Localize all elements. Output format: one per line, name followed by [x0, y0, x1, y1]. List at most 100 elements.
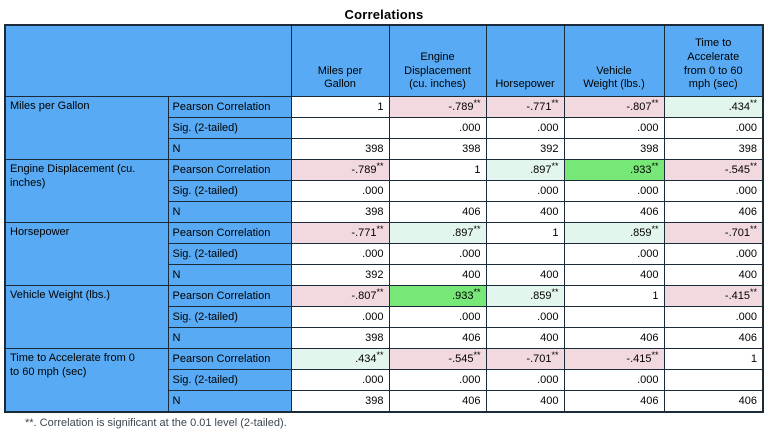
stat-label: Pearson Correlation — [167, 159, 292, 181]
pearson-cell: .933** — [388, 285, 487, 307]
sig-cell: .000 — [388, 243, 487, 265]
significance-marker: ** — [551, 98, 559, 109]
sig-cell: .000 — [563, 369, 665, 391]
sig-cell — [563, 306, 665, 328]
stat-label: N — [167, 264, 292, 286]
n-cell: 398 — [388, 138, 487, 160]
significance-marker: ** — [551, 287, 559, 298]
table-row: Engine Displacement (cu. inches) Pearson … — [4, 159, 764, 223]
pearson-cell: -.771** — [485, 96, 565, 118]
stat-label: Sig. (2-tailed) — [167, 369, 292, 391]
significance-marker: ** — [749, 161, 757, 172]
variable-label: Vehicle Weight (lbs.) — [4, 285, 169, 349]
pearson-cell: -.415** — [563, 348, 665, 370]
variable-label: Time to Accelerate from 0 to 60 mph (sec… — [4, 348, 169, 412]
n-cell: 406 — [388, 390, 487, 412]
stat-label: Pearson Correlation — [167, 96, 292, 118]
significance-marker: ** — [376, 224, 384, 235]
table-row: Time to Accelerate from 0 to 60 mph (sec… — [4, 348, 764, 412]
n-cell: 406 — [388, 327, 487, 349]
stat-label: N — [167, 390, 292, 412]
pearson-cell: .933** — [563, 159, 665, 181]
table-row: Vehicle Weight (lbs.) Pearson Correlation… — [4, 285, 764, 349]
significance-marker: ** — [651, 224, 659, 235]
significance-marker: ** — [473, 350, 481, 361]
n-cell: 392 — [290, 264, 390, 286]
stat-label: Sig. (2-tailed) — [167, 306, 292, 328]
sig-cell: .000 — [563, 180, 665, 202]
significance-marker: ** — [651, 350, 659, 361]
correlations-table: Miles per Gallon Engine Displacement (cu… — [4, 24, 764, 413]
n-cell: 406 — [663, 390, 764, 412]
n-cell: 400 — [485, 264, 565, 286]
stat-label: Pearson Correlation — [167, 285, 292, 307]
sig-cell — [663, 369, 764, 391]
sig-cell: .000 — [290, 180, 390, 202]
n-cell: 398 — [290, 390, 390, 412]
sig-cell: .000 — [290, 306, 390, 328]
stat-label: Pearson Correlation — [167, 222, 292, 244]
sig-cell — [290, 117, 390, 139]
sig-cell: .000 — [290, 369, 390, 391]
header-row: Miles per Gallon Engine Displacement (cu… — [4, 24, 764, 97]
pearson-cell: -.701** — [485, 348, 565, 370]
significance-marker: ** — [749, 287, 757, 298]
sig-cell: .000 — [663, 306, 764, 328]
n-cell: 400 — [485, 327, 565, 349]
variable-label: Miles per Gallon — [4, 96, 169, 160]
table-row: Sig. (2-tailed) .000.000.000.000 — [5, 306, 764, 328]
sig-cell: .000 — [563, 243, 665, 265]
table-row: N 392 400 400 400 400 — [5, 264, 764, 286]
n-cell: 406 — [563, 327, 665, 349]
sig-cell: .000 — [388, 306, 487, 328]
stat-label: Sig. (2-tailed) — [167, 243, 292, 265]
pearson-cell: 1 — [485, 222, 565, 244]
stat-label: Sig. (2-tailed) — [167, 117, 292, 139]
stat-label: N — [167, 138, 292, 160]
pearson-cell: -.701** — [663, 222, 764, 244]
sig-cell: .000 — [388, 369, 487, 391]
corner-cell — [4, 24, 292, 97]
column-header-engine-displacement: Engine Displacement (cu. inches) — [388, 24, 487, 97]
pearson-cell: 1 — [388, 159, 487, 181]
n-cell: 400 — [485, 201, 565, 223]
n-cell: 398 — [290, 138, 390, 160]
sig-cell: .000 — [388, 117, 487, 139]
table-row: N 398 406 400 406 406 — [5, 390, 764, 412]
table-row: Miles per Gallon Pearson Correlation 1 -.78… — [4, 96, 764, 160]
pearson-cell: -.807** — [290, 285, 390, 307]
significance-marker: ** — [376, 350, 384, 361]
sig-cell: .000 — [485, 306, 565, 328]
table-row: N 398 406 400 406 406 — [5, 327, 764, 349]
table-row: Horsepower Pearson Correlation -.771** .897… — [4, 222, 764, 286]
pearson-cell: -.545** — [388, 348, 487, 370]
significance-marker: ** — [749, 98, 757, 109]
stat-label: Pearson Correlation — [167, 348, 292, 370]
column-header-vehicle-weight: Vehicle Weight (lbs.) — [563, 24, 665, 97]
pearson-cell: .859** — [485, 285, 565, 307]
significance-marker: ** — [651, 161, 659, 172]
n-cell: 400 — [663, 264, 764, 286]
pearson-cell: .434** — [290, 348, 390, 370]
significance-marker: ** — [551, 350, 559, 361]
table-footnote: **. Correlation is significant at the 0.… — [25, 417, 287, 429]
sig-cell — [388, 180, 487, 202]
sig-cell — [485, 243, 565, 265]
sig-cell: .000 — [290, 243, 390, 265]
table-row: Sig. (2-tailed) .000.000.000.000 — [5, 117, 764, 139]
pearson-cell: 1 — [663, 348, 764, 370]
significance-marker: ** — [473, 224, 481, 235]
pearson-cell: .434** — [663, 96, 764, 118]
n-cell: 406 — [563, 390, 665, 412]
significance-marker: ** — [749, 224, 757, 235]
variable-label: Horsepower — [4, 222, 169, 286]
sig-cell: .000 — [485, 117, 565, 139]
correlations-tbody: Miles per Gallon Pearson Correlation 1 -.78… — [4, 96, 764, 412]
significance-marker: ** — [376, 161, 384, 172]
significance-marker: ** — [473, 287, 481, 298]
column-header-miles-per-gallon: Miles per Gallon — [290, 24, 390, 97]
sig-cell: .000 — [663, 243, 764, 265]
pearson-cell: .897** — [388, 222, 487, 244]
correlations-pivot-table: Miles per Gallon Engine Displacement (cu… — [4, 24, 764, 413]
